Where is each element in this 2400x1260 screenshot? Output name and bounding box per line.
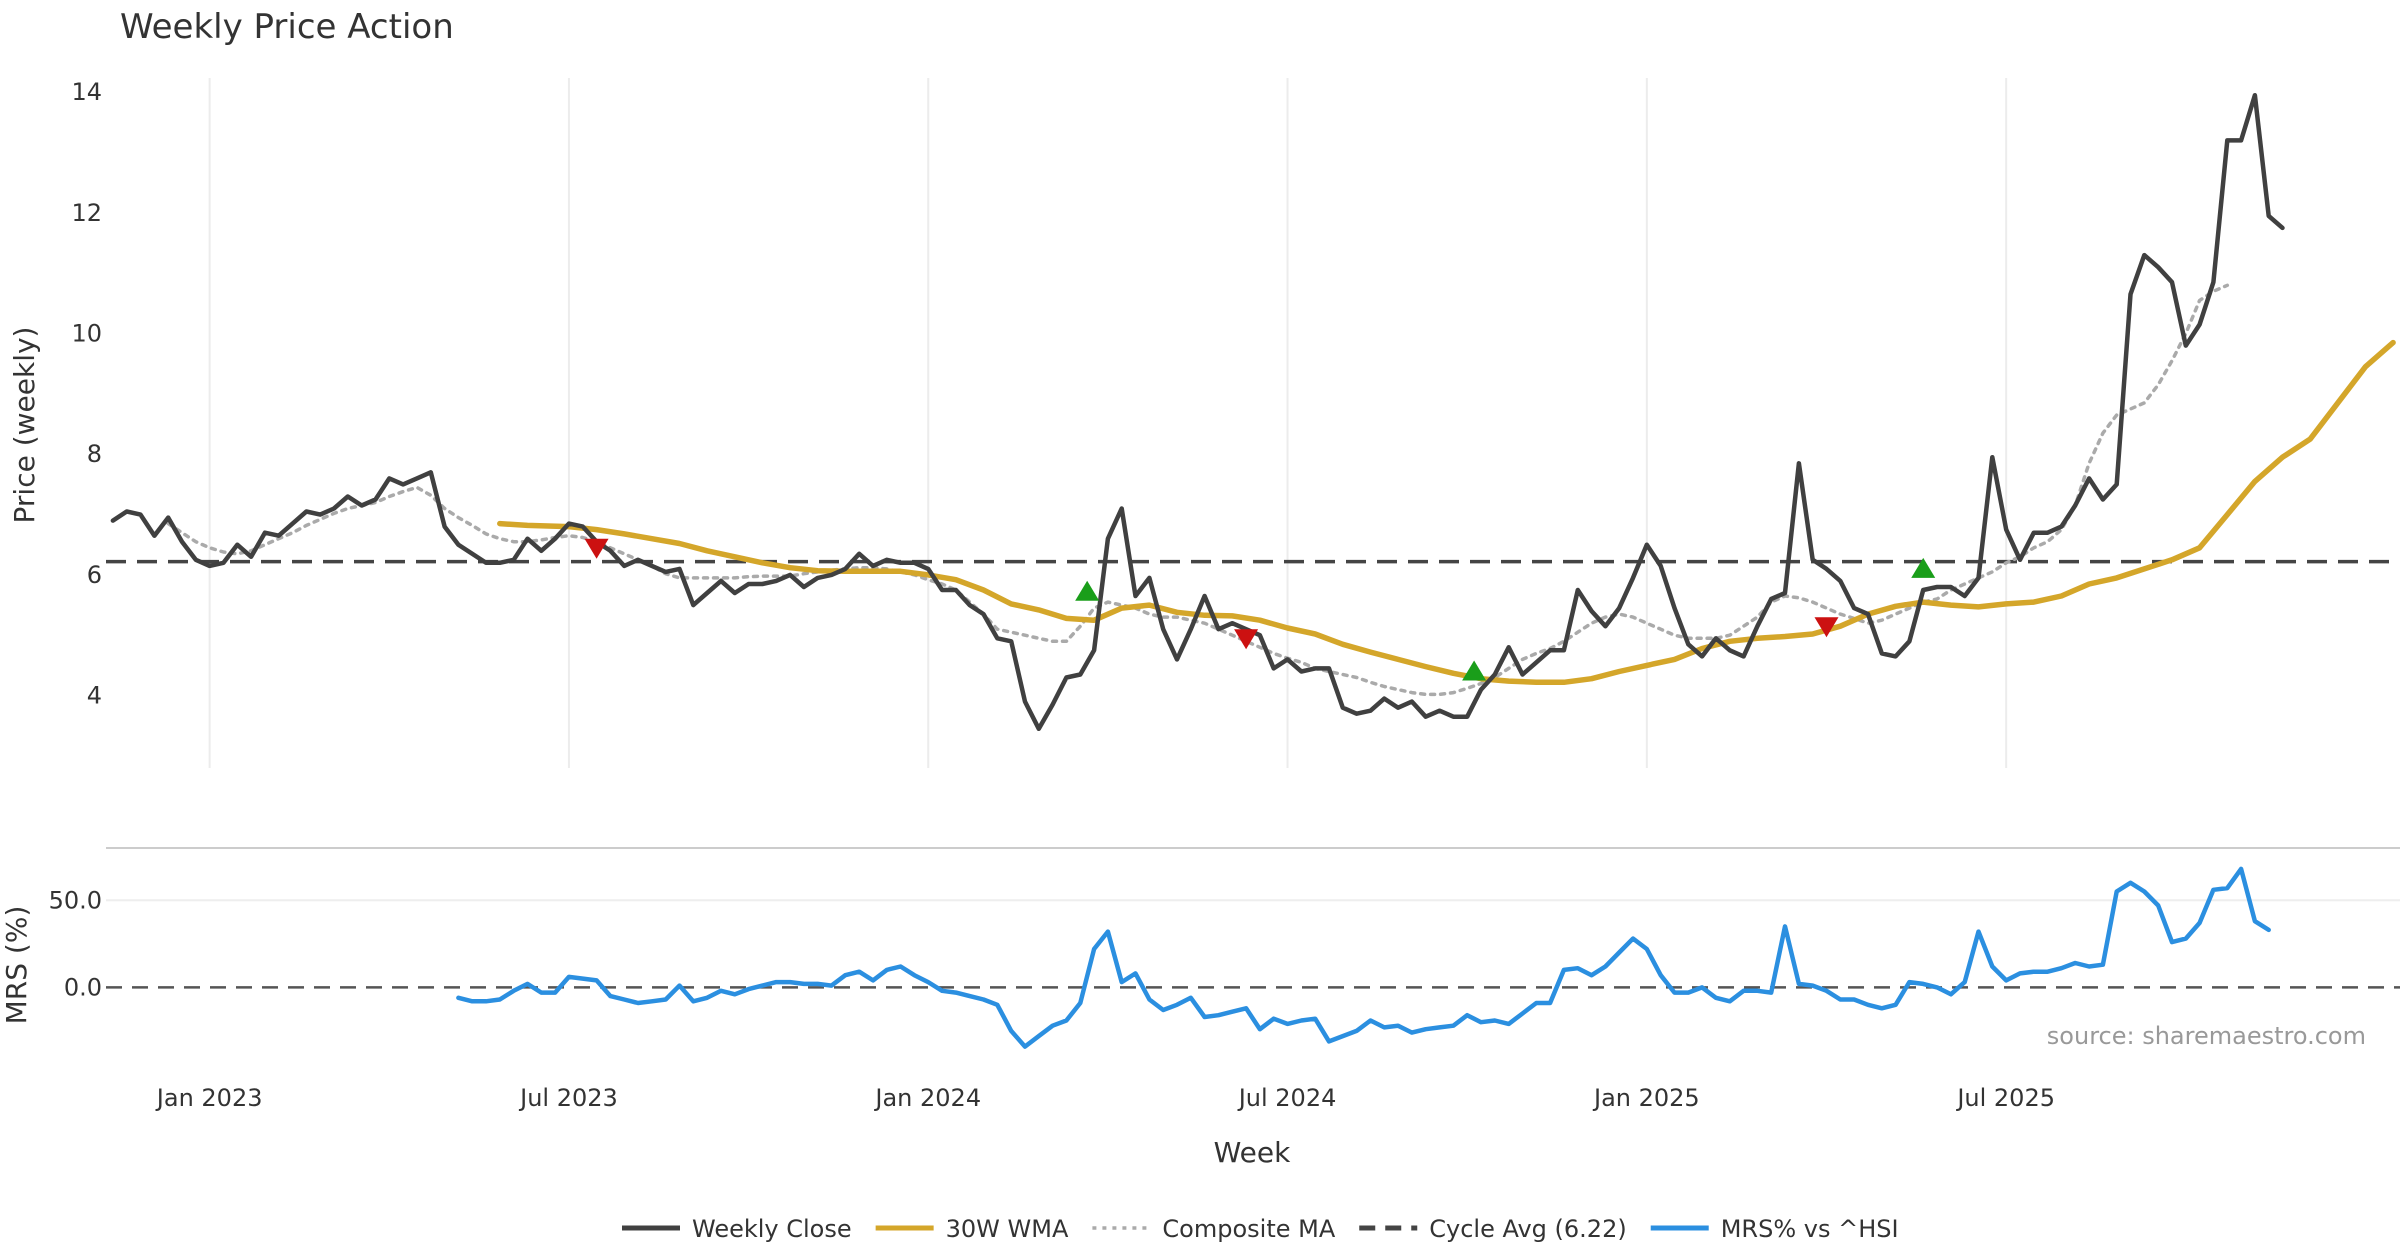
mrs-line bbox=[456, 866, 2271, 1049]
price-y-tick-label: 12 bbox=[71, 199, 102, 227]
axes: 4 6 8 10 12 14 0.0 50.0 Jan 2023 Jul 2023 Jan 2024… bbox=[49, 78, 2055, 1112]
sell-signal-marker bbox=[1234, 629, 1259, 650]
legend-label: 30W WMA bbox=[946, 1215, 1069, 1243]
x-tick-label: Jan 2023 bbox=[155, 1084, 263, 1112]
buy-signal-marker bbox=[1462, 660, 1487, 681]
chart-title: Weekly Price Action bbox=[120, 7, 454, 47]
signal-markers bbox=[584, 538, 1936, 681]
price-axis-title: Price (weekly) bbox=[8, 327, 41, 524]
x-tick-label: Jul 2023 bbox=[518, 1084, 618, 1112]
sell-signal-marker bbox=[584, 538, 609, 559]
price-y-tick-label: 6 bbox=[87, 561, 102, 589]
x-tick-label: Jan 2025 bbox=[1592, 1084, 1700, 1112]
x-tick-label: Jul 2025 bbox=[1955, 1084, 2055, 1112]
weekly-close-line bbox=[110, 92, 2285, 732]
legend-label: MRS% vs ^HSI bbox=[1721, 1215, 1899, 1243]
x-tick-label: Jul 2024 bbox=[1237, 1084, 1337, 1112]
source-note: source: sharemaestro.com bbox=[2047, 1022, 2366, 1050]
price-y-tick-label: 14 bbox=[71, 78, 102, 106]
x-tick-label: Jan 2024 bbox=[873, 1084, 981, 1112]
legend-label: Weekly Close bbox=[692, 1215, 852, 1243]
buy-signal-marker bbox=[1075, 580, 1100, 601]
wma-30w-line bbox=[497, 339, 2396, 686]
legend: Weekly Close 30W WMA Composite MA Cycle Avg… bbox=[622, 1215, 1899, 1243]
price-y-tick-label: 8 bbox=[87, 440, 102, 468]
gridlines bbox=[106, 78, 2400, 902]
buy-signal-marker bbox=[1911, 557, 1936, 578]
legend-label: Cycle Avg (6.22) bbox=[1429, 1215, 1626, 1243]
sell-signal-marker bbox=[1814, 617, 1839, 638]
mrs-y-tick-label: 0.0 bbox=[64, 973, 102, 1001]
mrs-y-tick-label: 50.0 bbox=[49, 886, 102, 914]
legend-label: Composite MA bbox=[1162, 1215, 1335, 1243]
composite-ma-line bbox=[166, 283, 2230, 697]
price-y-tick-label: 4 bbox=[87, 682, 102, 710]
price-series bbox=[110, 92, 2396, 732]
price-y-tick-label: 10 bbox=[71, 320, 102, 348]
mrs-panel bbox=[106, 866, 2400, 1049]
mrs-axis-title: MRS (%) bbox=[0, 906, 33, 1025]
x-axis-title: Week bbox=[1214, 1136, 1291, 1169]
